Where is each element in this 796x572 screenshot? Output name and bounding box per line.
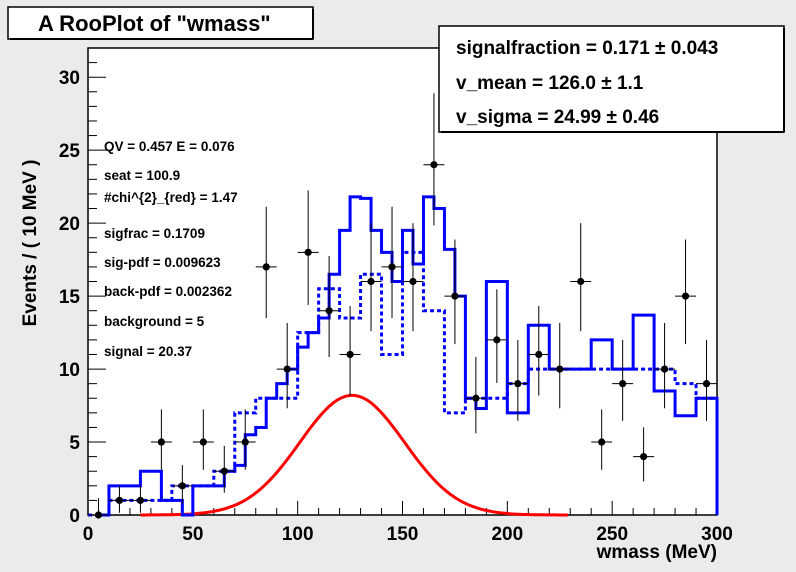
y-tick-label: 30 [59,68,80,89]
data-point [318,256,340,358]
y-tick-label: 0 [69,506,80,527]
x-tick-label: 300 [701,524,733,545]
x-tick-label: 50 [182,524,203,545]
x-tick-label: 200 [491,524,523,545]
data-point [696,339,717,421]
data-point [507,339,529,421]
fit-results-box [438,25,785,133]
y-tick-label: 20 [59,214,80,235]
fit-line-v-mean: v_mean = 126.0 ± 1.1 [456,73,644,94]
x-tick-label: 150 [387,524,419,545]
y-axis-label: Events / ( 10 MeV ) [20,160,41,327]
data-point [528,306,550,396]
data-point [633,427,655,482]
data-point [486,289,508,383]
fit-line-signalfraction: signalfraction = 0.171 ± 0.043 [456,38,718,59]
data-point [297,190,319,305]
y-tick-label: 10 [59,360,80,381]
title-box [7,6,314,40]
y-tick-label: 15 [59,287,81,308]
data-point [381,206,403,319]
annotation-text: background = 5 [104,314,205,329]
data-point [654,322,676,409]
data-point [570,223,592,332]
plot-title: A RooPlot of "wmass" [38,11,271,36]
data-point [675,239,697,345]
fit-line-v-sigma: v_sigma = 24.99 ± 0.46 [456,107,659,128]
fit-annotations: QV = 0.457 E = 0.076 seat = 100.9 #chi^{2}… [104,139,238,359]
y-tick-label: 5 [69,433,80,454]
data-point [339,306,361,396]
data-point [444,239,466,345]
annotation-text: sigfrac = 0.1709 [104,226,205,241]
y-tick-label: 25 [59,141,81,162]
data-point [612,339,634,421]
data-point [360,223,382,332]
data-point [255,206,277,319]
data-point [402,223,424,332]
data-point [423,93,445,226]
annotation-text: signal = 20.37 [104,344,192,359]
data-point [234,409,256,470]
annotation-text: #chi^{2}_{red} = 1.47 [104,190,238,205]
annotation-text: QV = 0.457 E = 0.076 [104,139,235,154]
data-point [465,356,487,434]
signal-fit-curve [140,393,569,517]
data-point [150,409,172,470]
data-point [88,498,109,519]
x-tick-label: 0 [83,524,94,545]
data-point [171,465,193,504]
data-point [108,485,130,513]
data-point [213,445,235,493]
annotation-text: back-pdf = 0.002362 [104,284,232,299]
x-axis-label: wmass (MeV) [596,542,717,563]
data-point [276,322,298,409]
data-point [591,409,613,470]
annotation-text: sig-pdf = 0.009623 [104,255,221,270]
data-point [129,485,151,513]
x-tick-label: 250 [596,524,628,545]
data-point [549,322,571,409]
data-point [192,409,214,470]
x-tick-label: 100 [282,524,314,545]
annotation-text: seat = 100.9 [104,168,180,183]
